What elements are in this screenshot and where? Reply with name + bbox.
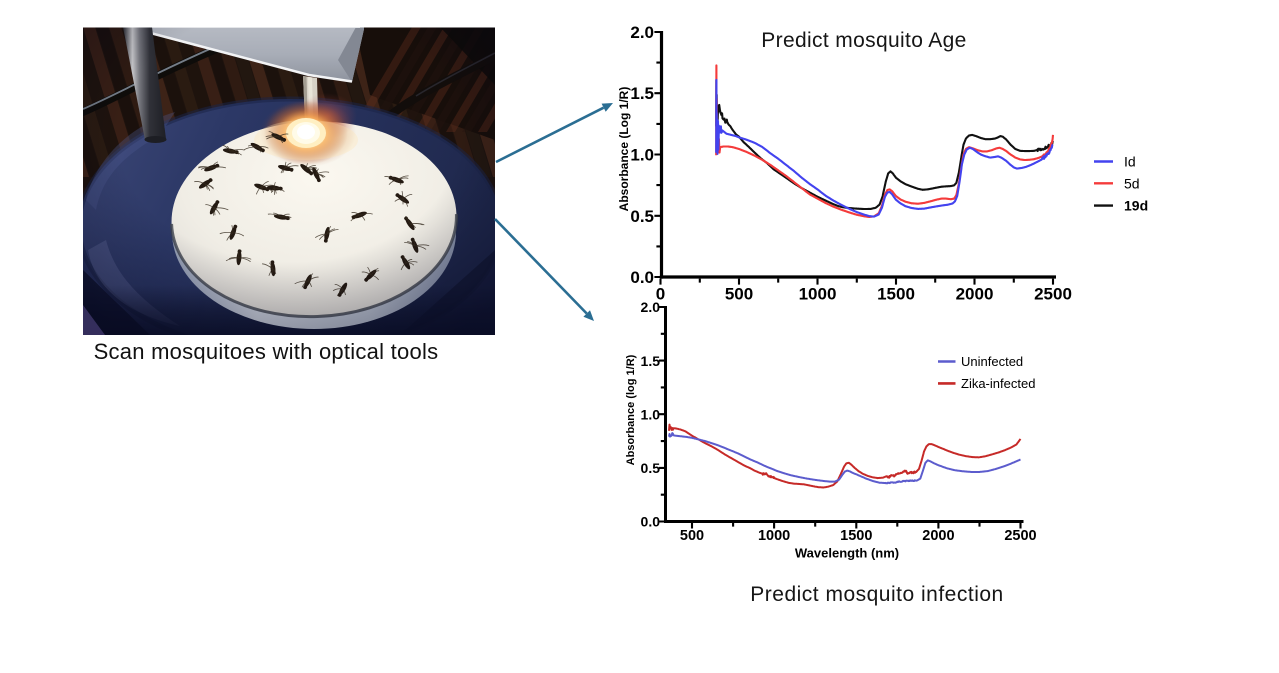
svg-text:Scan mosquitoes with optical t: Scan mosquitoes with optical tools — [94, 339, 439, 364]
svg-text:500: 500 — [680, 528, 704, 544]
svg-text:Uninfected: Uninfected — [961, 354, 1023, 369]
svg-text:Predict mosquito Age: Predict mosquito Age — [761, 29, 966, 52]
svg-text:5d: 5d — [1124, 175, 1140, 191]
svg-text:2.0: 2.0 — [641, 299, 661, 315]
svg-text:2500: 2500 — [1034, 285, 1072, 304]
svg-text:0: 0 — [656, 285, 665, 304]
svg-text:19d: 19d — [1124, 198, 1148, 214]
svg-text:0.5: 0.5 — [641, 460, 661, 476]
svg-text:0.5: 0.5 — [630, 207, 654, 226]
svg-text:1500: 1500 — [840, 528, 872, 544]
svg-text:2.0: 2.0 — [630, 23, 654, 42]
svg-text:Wavelength (nm): Wavelength (nm) — [795, 546, 899, 561]
svg-text:1500: 1500 — [877, 285, 915, 304]
svg-text:Absorbance (Log 1/R): Absorbance (Log 1/R) — [617, 87, 631, 212]
svg-text:1.5: 1.5 — [641, 353, 661, 369]
svg-text:Id: Id — [1124, 154, 1136, 170]
svg-text:Absorbance (log 1/R): Absorbance (log 1/R) — [625, 354, 637, 465]
svg-text:1.5: 1.5 — [630, 84, 654, 103]
svg-text:0.0: 0.0 — [641, 514, 661, 530]
svg-text:2500: 2500 — [1004, 528, 1036, 544]
svg-text:2000: 2000 — [956, 285, 994, 304]
svg-text:1.0: 1.0 — [641, 406, 661, 422]
svg-text:Zika-infected: Zika-infected — [961, 376, 1035, 391]
svg-text:1000: 1000 — [799, 285, 837, 304]
svg-text:1000: 1000 — [758, 528, 790, 544]
svg-text:0.0: 0.0 — [630, 268, 654, 287]
svg-text:1.0: 1.0 — [630, 146, 654, 165]
svg-text:2000: 2000 — [922, 528, 954, 544]
svg-text:500: 500 — [725, 285, 753, 304]
svg-text:Predict mosquito infection: Predict mosquito infection — [750, 583, 1003, 606]
